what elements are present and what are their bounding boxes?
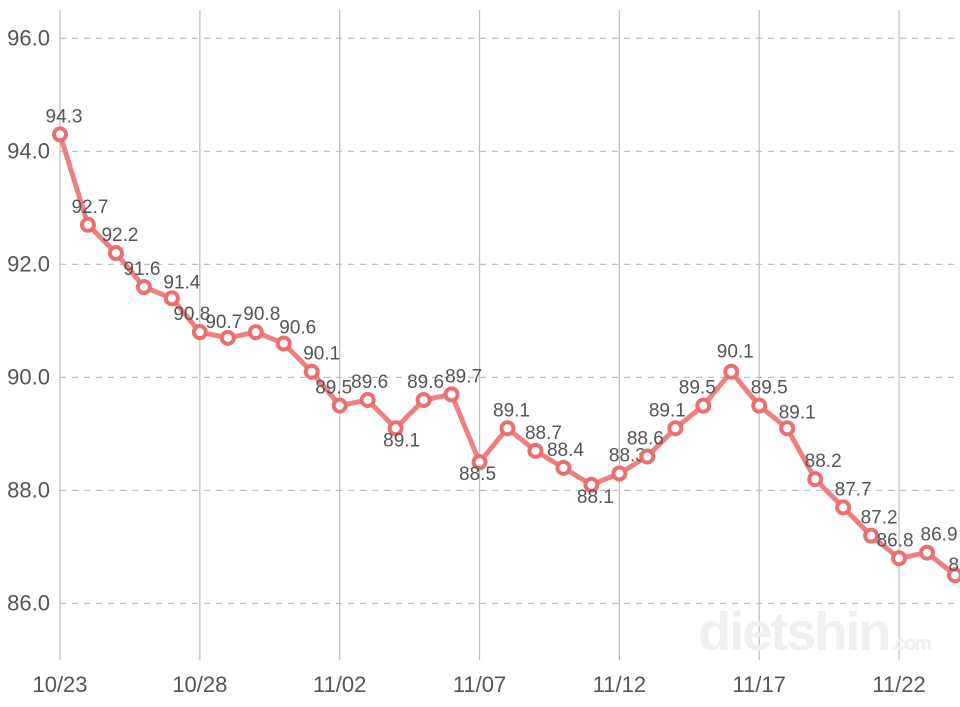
data-label: 86.5: [949, 555, 960, 576]
data-label: 94.3: [46, 106, 83, 127]
line-chart: 86.0 88.0 90.0 92.0 94.0 96.0 10/23 10/28 11/02 1…: [0, 0, 960, 707]
data-point: [865, 530, 877, 542]
data-point: [446, 388, 458, 400]
data-point: [138, 281, 150, 293]
data-point: [278, 337, 290, 349]
x-tick-label: 10/23: [32, 672, 87, 697]
data-point: [725, 366, 737, 378]
data-label: 89.1: [383, 430, 420, 451]
data-label: 91.4: [163, 272, 200, 293]
data-label: 87.7: [835, 479, 872, 500]
data-label: 89.5: [315, 378, 352, 399]
data-label: 90.1: [717, 342, 754, 363]
data-point: [54, 128, 66, 140]
data-label: 88.1: [577, 487, 614, 508]
data-label: 89.1: [779, 402, 816, 423]
data-label: 91.6: [123, 259, 160, 280]
data-point: [194, 326, 206, 338]
data-point: [921, 547, 933, 559]
data-point: [893, 552, 905, 564]
data-point: [837, 501, 849, 513]
y-tick-label: 88.0: [7, 477, 50, 502]
data-point: [529, 445, 541, 457]
data-point: [781, 422, 793, 434]
data-label: 88.5: [459, 464, 496, 485]
data-point: [502, 422, 514, 434]
data-label: 90.1: [303, 344, 340, 365]
data-label: 86.8: [877, 530, 914, 551]
x-tick-label: 11/07: [453, 672, 506, 697]
data-label: 92.7: [71, 197, 108, 218]
data-point: [697, 400, 709, 412]
x-tick-label: 11/22: [872, 672, 925, 697]
data-point: [669, 422, 681, 434]
data-label: 92.2: [101, 225, 138, 246]
data-point: [753, 400, 765, 412]
x-tick-label: 11/17: [733, 672, 786, 697]
y-tick-label: 96.0: [7, 25, 50, 50]
data-label: 90.6: [279, 317, 316, 338]
data-point: [418, 394, 430, 406]
data-point: [306, 366, 318, 378]
data-label: 89.1: [649, 400, 686, 421]
data-label: 89.7: [445, 366, 482, 387]
data-point: [809, 473, 821, 485]
data-label: 89.6: [407, 372, 444, 393]
data-label: 88.4: [547, 440, 584, 461]
data-label: 89.1: [493, 400, 530, 421]
x-tick-label: 11/12: [593, 672, 646, 697]
data-point: [110, 247, 122, 259]
data-label: 87.2: [861, 508, 898, 529]
data-label: 88.6: [627, 429, 664, 450]
x-tick-label: 10/28: [172, 672, 227, 697]
data-point: [82, 219, 94, 231]
data-label: 89.5: [751, 378, 788, 399]
data-label: 90.8: [243, 304, 280, 325]
y-tick-label: 90.0: [7, 364, 50, 389]
y-tick-label: 94.0: [7, 138, 50, 163]
data-label: 89.6: [351, 372, 388, 393]
data-point: [250, 326, 262, 338]
data-point: [362, 394, 374, 406]
data-label: 89.5: [679, 378, 716, 399]
data-point: [166, 292, 178, 304]
x-tick-label: 11/02: [313, 672, 366, 697]
data-label: 90.7: [205, 312, 242, 333]
y-tick-label: 92.0: [7, 251, 50, 276]
data-point: [557, 462, 569, 474]
data-label: 86.9: [921, 525, 958, 546]
data-point: [641, 451, 653, 463]
data-label: 88.2: [805, 451, 842, 472]
y-tick-label: 86.0: [7, 590, 50, 615]
data-point: [222, 332, 234, 344]
data-point: [613, 467, 625, 479]
data-point: [334, 400, 346, 412]
